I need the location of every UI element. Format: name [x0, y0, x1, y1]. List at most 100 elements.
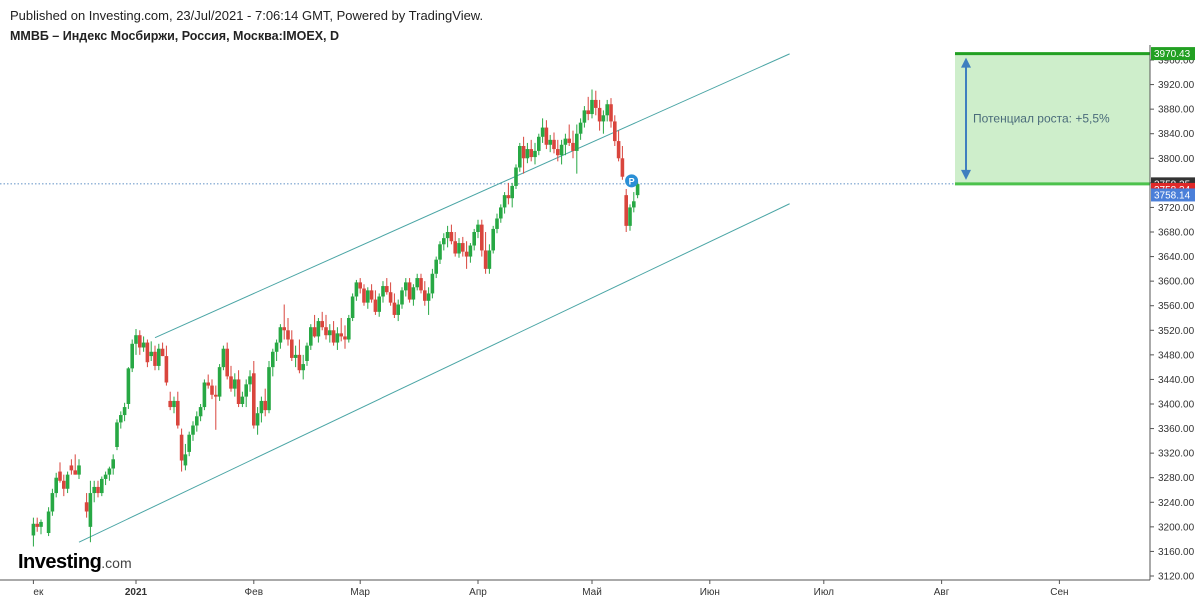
candle: [483, 232, 488, 274]
y-tick-label: 3280.00: [1158, 473, 1195, 484]
candle-body: [84, 502, 89, 512]
candle: [453, 232, 457, 257]
x-tick-label: Апр: [469, 587, 487, 598]
candle-body: [354, 282, 359, 297]
candle-body: [339, 333, 343, 337]
candle: [480, 219, 484, 257]
candle-body: [423, 290, 427, 301]
y-tick-label: 3520.00: [1158, 326, 1195, 337]
candle-body: [312, 327, 317, 337]
candle-body: [404, 282, 408, 291]
candle: [350, 293, 355, 322]
y-tick-label: 3480.00: [1158, 350, 1195, 361]
candle: [419, 273, 423, 294]
candle: [312, 314, 317, 338]
candle-body: [217, 367, 222, 397]
candle: [396, 299, 400, 322]
candle: [438, 241, 442, 264]
candle-body: [510, 185, 514, 199]
candle-body: [472, 232, 476, 246]
candle-body: [145, 342, 150, 363]
candle: [103, 471, 108, 486]
candle-body: [483, 250, 488, 269]
candle: [229, 365, 233, 392]
candle: [84, 493, 89, 518]
candle-body: [347, 318, 351, 340]
candle-body: [141, 342, 146, 348]
candle-body: [202, 382, 207, 408]
candle-body: [248, 376, 252, 385]
candle-body: [419, 278, 423, 291]
candle-body: [195, 416, 199, 426]
candle: [343, 325, 347, 349]
candle-body: [628, 207, 632, 226]
candle: [198, 404, 203, 422]
y-tick-label: 3880.00: [1158, 105, 1195, 116]
candle: [385, 278, 389, 295]
candle: [377, 293, 381, 317]
candle: [324, 314, 328, 340]
candle-body: [609, 104, 613, 122]
arrow-head-down: [961, 169, 971, 180]
candle: [176, 391, 180, 429]
candle-body: [282, 327, 286, 331]
candle: [96, 480, 100, 498]
candle: [122, 402, 127, 422]
candle: [145, 339, 150, 368]
candle-body: [107, 468, 112, 475]
candle: [624, 189, 628, 232]
candle: [225, 342, 229, 380]
candle: [126, 367, 131, 409]
y-tick-label: 3800.00: [1158, 154, 1195, 165]
candle-body: [487, 250, 492, 269]
candle: [316, 318, 321, 343]
candle: [578, 118, 583, 140]
candle-body: [206, 382, 210, 386]
target-zone: [955, 53, 1150, 184]
candle: [392, 293, 397, 318]
candle: [328, 324, 332, 343]
candle-body: [31, 523, 36, 536]
candle-body: [259, 400, 264, 414]
candle: [293, 345, 298, 368]
candle-body: [521, 146, 526, 159]
candle-body: [309, 327, 313, 346]
candle: [62, 474, 66, 497]
candle: [153, 345, 157, 371]
price-tag: [1151, 47, 1195, 61]
candle: [491, 225, 495, 254]
candle: [39, 519, 43, 535]
candle-body: [597, 107, 602, 122]
candle: [309, 324, 313, 350]
candle: [50, 488, 55, 516]
candle-body: [134, 335, 138, 344]
candle: [388, 282, 393, 306]
candle-body: [590, 99, 594, 115]
candle-body: [632, 201, 636, 208]
candle-body: [575, 133, 579, 151]
candle-body: [533, 150, 537, 158]
candle-body: [529, 149, 533, 158]
candle: [575, 124, 579, 174]
candle: [464, 241, 469, 269]
candle-body: [392, 302, 397, 315]
candle-body: [236, 379, 241, 404]
candle: [582, 106, 587, 128]
candle-body: [453, 241, 457, 254]
candle: [457, 238, 461, 258]
y-tick-label: 3560.00: [1158, 301, 1195, 312]
candle-body: [301, 364, 305, 371]
candle-body: [210, 385, 214, 395]
candle-body: [149, 351, 153, 357]
candle-body: [111, 459, 115, 469]
candle: [46, 507, 51, 537]
candle-body: [457, 243, 461, 254]
candle-body: [571, 142, 575, 151]
x-tick-label: Авг: [934, 587, 950, 598]
candle-body: [183, 454, 188, 466]
candle-body: [278, 327, 283, 343]
y-tick-label: 3920.00: [1158, 80, 1195, 91]
candle-body: [187, 434, 191, 452]
candle: [179, 428, 184, 472]
